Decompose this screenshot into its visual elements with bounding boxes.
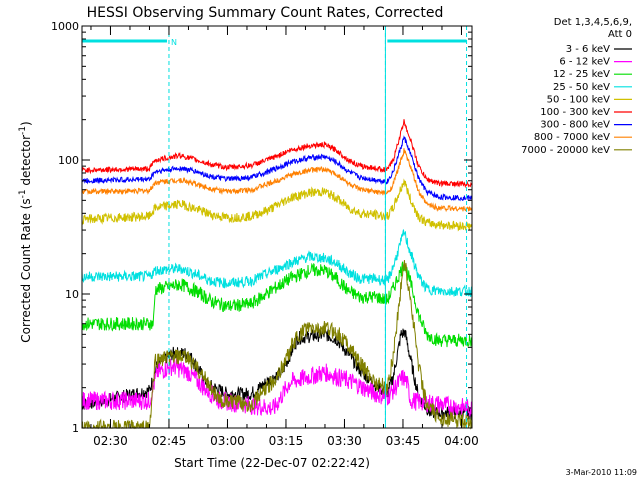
series-line-4 (81, 229, 473, 298)
legend-label-5: 50 - 100 keV (547, 94, 611, 105)
y-axis-label: Corrected Count Rate (s-1 detector-1) (18, 121, 33, 342)
y-tick-label: 10 (65, 288, 79, 301)
legend-label-2: 6 - 12 keV (559, 57, 610, 68)
plot-frame (81, 25, 473, 429)
y-tick-label: 1 (72, 422, 79, 435)
series-line-9 (81, 260, 473, 430)
series-line-5 (81, 178, 472, 232)
legend-label-9: 7000 - 20000 keV (521, 145, 610, 156)
y-tick-label: 1000 (51, 20, 79, 33)
legend-label-8: 800 - 7000 keV (534, 132, 610, 143)
legend-label-7: 300 - 800 keV (540, 120, 610, 131)
series-line-7 (81, 135, 473, 202)
legend-label-3: 12 - 25 keV (553, 69, 610, 80)
axes: 1 10 100 1000 02:30 02:45 03:00 03:15 03:30 03:45… (51, 20, 479, 448)
legend-label-4: 25 - 50 keV (553, 82, 610, 93)
x-tick-label: 03:45 (386, 434, 421, 448)
date-stamp: 3-Mar-2010 11:09 (566, 468, 637, 477)
x-tick-label: 03:15 (269, 434, 304, 448)
x-tick-label: 02:45 (152, 434, 187, 448)
x-tick-label: 03:00 (210, 434, 245, 448)
y-tick-label: 100 (58, 154, 79, 167)
chart-title: HESSI Observing Summary Count Rates, Cor… (87, 5, 444, 21)
x-tick-label: 03:30 (327, 434, 362, 448)
x-tick-label: 04:00 (444, 434, 479, 448)
legend-label-6: 100 - 300 keV (540, 107, 610, 118)
legend-header-2: Att 0 (608, 29, 632, 40)
series-line-6 (81, 119, 473, 189)
x-axis-label: Start Time (22-Dec-07 02:22:42) (174, 456, 370, 470)
marker-label: N (171, 38, 177, 47)
plot-area: N (81, 26, 473, 430)
legend: Det 1,3,4,5,6,9,Att 0 3 - 6 keV 6 - 12 keV… (521, 17, 632, 156)
series-line-3 (81, 261, 473, 348)
series-line-8 (81, 148, 473, 213)
series-line-2 (81, 358, 473, 417)
legend-label-1: 3 - 6 keV (566, 44, 610, 55)
x-tick-label: 02:30 (93, 434, 128, 448)
legend-header-1: Det 1,3,4,5,6,9, (554, 17, 632, 28)
